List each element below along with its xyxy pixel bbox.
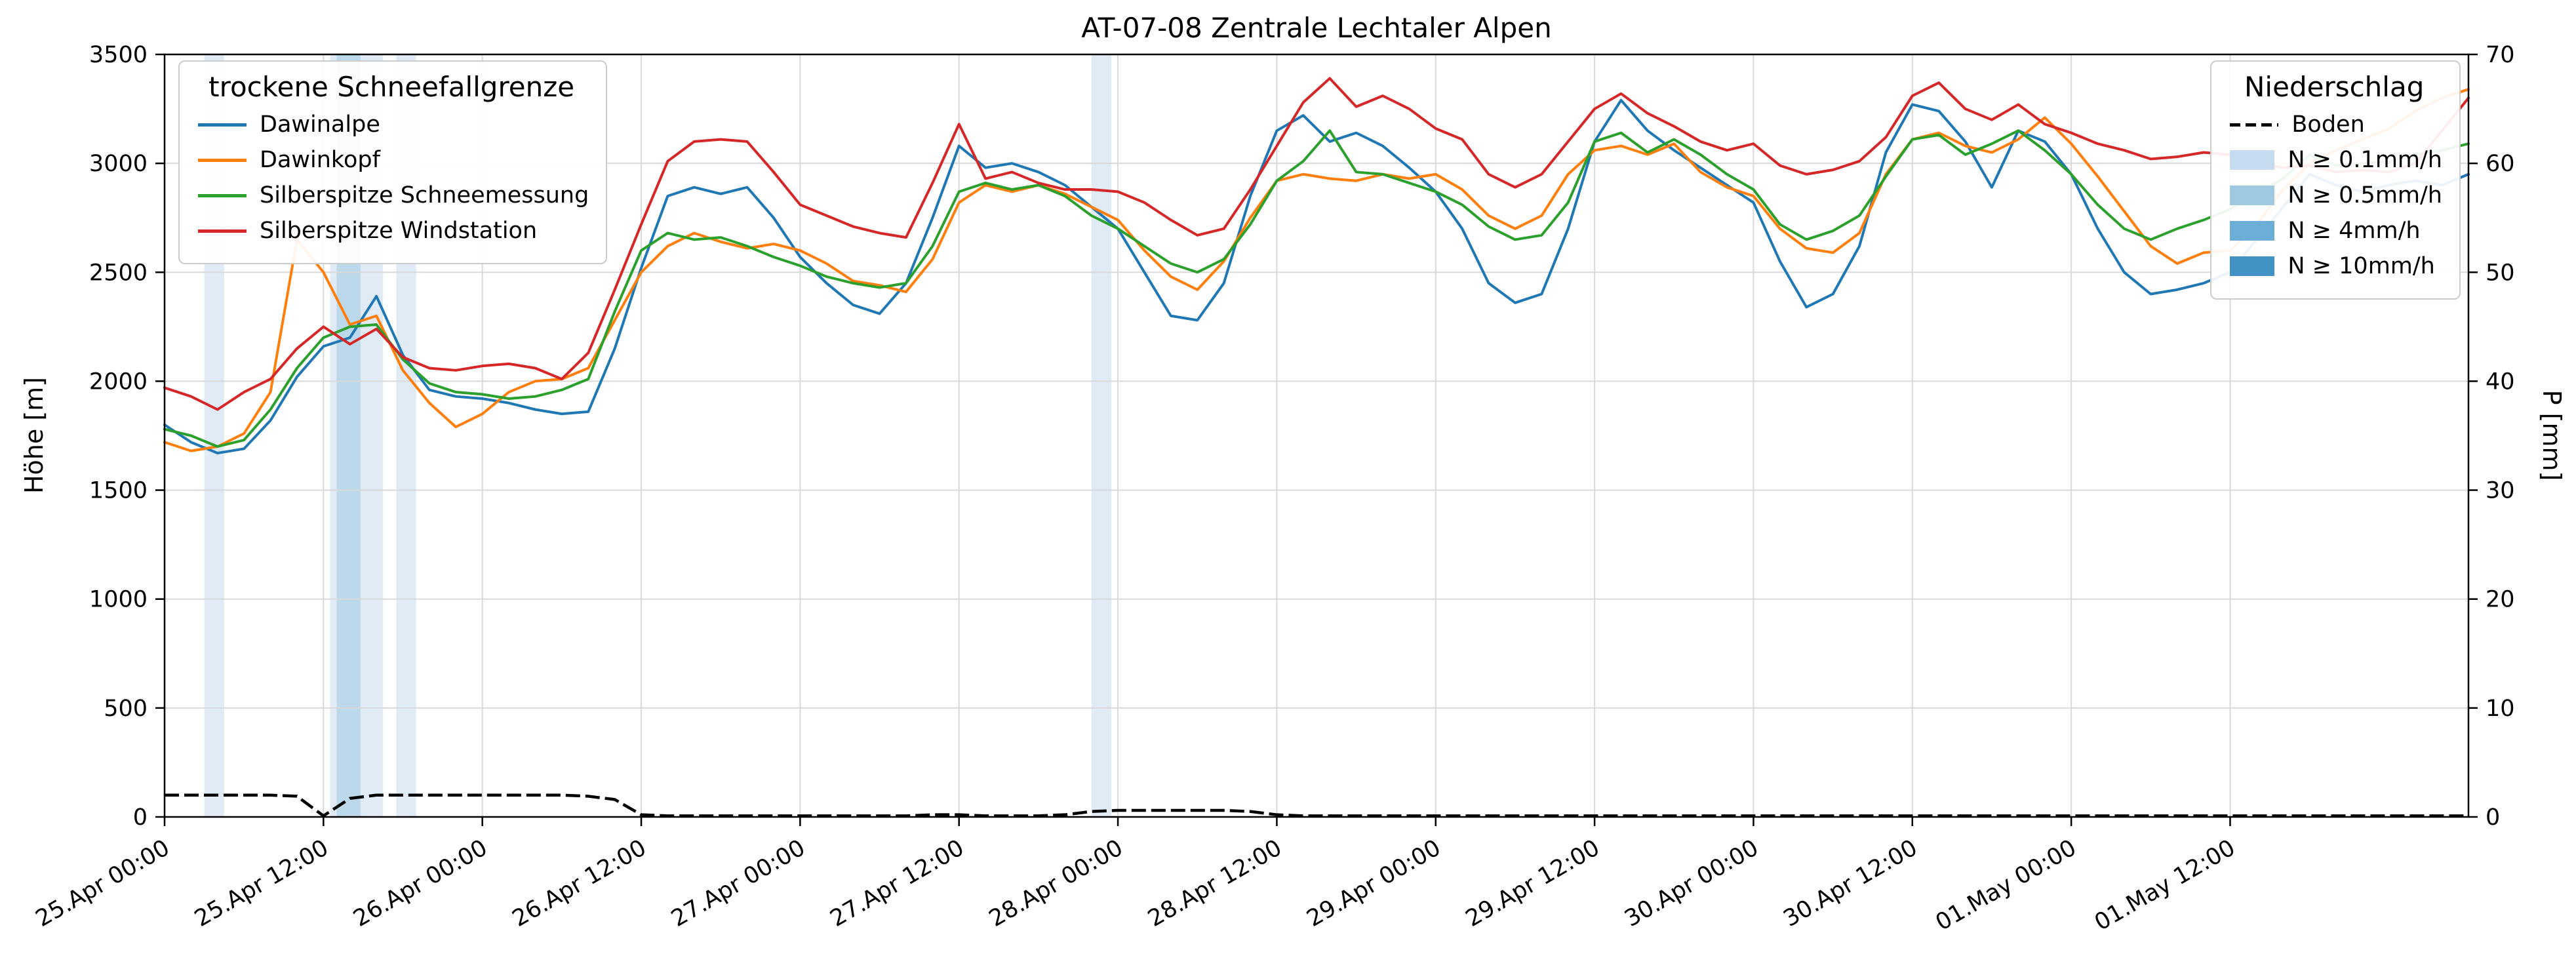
legend-entry-label: Dawinkopf — [260, 147, 380, 173]
y-right-tick-label: 70 — [2486, 42, 2515, 68]
legend-dashed-line-swatch — [2230, 123, 2279, 127]
legend-entry-n-10mm-h: N ≥ 10mm/h — [2230, 252, 2442, 280]
y-left-tick-label: 500 — [104, 696, 148, 722]
legend-precip-entries: Boden N ≥ 0.1mm/h N ≥ 0.5mm/h N ≥ 4mm/h N ≥ … — [2226, 111, 2442, 280]
chart-title: AT-07-08 Zentrale Lechtaler Alpen — [1081, 12, 1552, 44]
y-right-tick-label: 40 — [2486, 368, 2515, 395]
y-left-tick-label: 3000 — [89, 151, 148, 177]
legend-line-swatch — [198, 193, 247, 197]
y-left-tick-label: 1500 — [89, 478, 148, 504]
legend-patch-swatch — [2230, 150, 2275, 170]
series-dawinkopf — [163, 88, 2470, 452]
legend-entry-boden: Boden — [2230, 111, 2442, 138]
legend-precip: Niederschlag Boden N ≥ 0.1mm/h N ≥ 0.5mm/h… — [2210, 60, 2461, 300]
y-right-tick-label: 30 — [2486, 478, 2515, 504]
y-right-tick-label: 0 — [2486, 804, 2500, 831]
legend-line-swatch — [198, 229, 247, 233]
legend-snowline-entries: Dawinalpe Dawinkopf Silberspitze Schneemes… — [194, 111, 589, 245]
legend-entry-label: N ≥ 0.1mm/h — [2288, 147, 2442, 173]
legend-line-swatch — [198, 158, 247, 162]
y-axis-label-right: P [mm] — [2537, 389, 2566, 481]
precip-band — [1091, 54, 1111, 817]
legend-entry-dawinalpe: Dawinalpe — [198, 111, 589, 138]
series-silberspitze-schneemessung — [163, 129, 2470, 448]
legend-snowline-title: trockene Schneefallgrenze — [208, 71, 575, 103]
legend-patch-swatch — [2230, 221, 2275, 241]
series-silberspitze-windstation — [163, 77, 2470, 411]
legend-entry-label: Dawinalpe — [260, 111, 380, 138]
y-right-tick-label: 60 — [2486, 151, 2515, 177]
legend-entry-label: N ≥ 10mm/h — [2288, 253, 2435, 279]
legend-snowline: trockene Schneefallgrenze Dawinalpe Dawin… — [178, 60, 608, 264]
y-right-tick-label: 20 — [2486, 587, 2515, 613]
y-right-tick-label: 50 — [2486, 260, 2515, 286]
legend-entry-label: Silberspitze Schneemessung — [260, 182, 589, 208]
y-left-tick-label: 0 — [133, 804, 148, 831]
legend-entry-silberspitze-schneemessung: Silberspitze Schneemessung — [198, 182, 589, 209]
y-left-tick-label: 2500 — [89, 260, 148, 286]
y-right-tick-label: 10 — [2486, 696, 2515, 722]
legend-patch-swatch — [2230, 256, 2275, 276]
plot-border — [163, 53, 2470, 818]
legend-entry-n-0-5mm-h: N ≥ 0.5mm/h — [2230, 182, 2442, 209]
legend-patch-swatch — [2230, 186, 2275, 205]
legend-entry-silberspitze-windstation: Silberspitze Windstation — [198, 217, 589, 245]
y-left-tick-label: 3500 — [89, 42, 148, 68]
legend-entry-dawinkopf: Dawinkopf — [198, 146, 589, 174]
legend-entry-label: Boden — [2291, 111, 2365, 138]
y-left-tick-label: 2000 — [89, 368, 148, 395]
legend-entry-label: N ≥ 0.5mm/h — [2288, 182, 2442, 208]
legend-entry-n-0-1mm-h: N ≥ 0.1mm/h — [2230, 146, 2442, 174]
y-left-tick-label: 1000 — [89, 587, 148, 613]
series-boden — [165, 793, 2468, 818]
legend-entry-n-4mm-h: N ≥ 4mm/h — [2230, 217, 2442, 245]
legend-line-swatch — [198, 123, 247, 127]
legend-entry-label: Silberspitze Windstation — [260, 218, 538, 244]
y-axis-label-left: Höhe [m] — [20, 376, 49, 494]
series-dawinalpe — [163, 98, 2470, 455]
legend-precip-title: Niederschlag — [2244, 71, 2425, 103]
legend-entry-label: N ≥ 4mm/h — [2288, 218, 2421, 244]
